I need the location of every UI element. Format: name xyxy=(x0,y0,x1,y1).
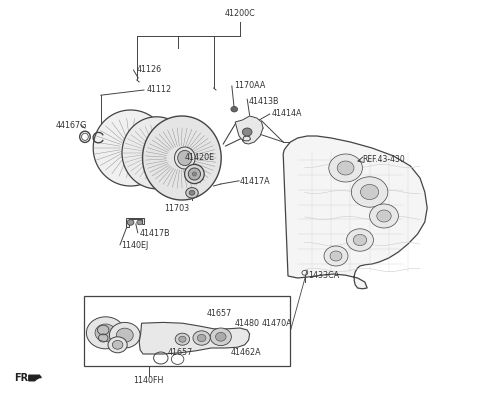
Polygon shape xyxy=(283,136,427,289)
Circle shape xyxy=(189,190,195,195)
Circle shape xyxy=(186,188,198,198)
Text: 41657: 41657 xyxy=(206,310,232,318)
Circle shape xyxy=(337,161,354,175)
Ellipse shape xyxy=(192,172,196,176)
Circle shape xyxy=(353,234,367,246)
Polygon shape xyxy=(139,322,250,354)
Circle shape xyxy=(116,328,133,342)
Circle shape xyxy=(86,317,125,349)
Text: 41413B: 41413B xyxy=(249,98,279,106)
Text: 1140FH: 1140FH xyxy=(133,376,164,385)
Circle shape xyxy=(137,220,143,225)
Polygon shape xyxy=(93,110,168,186)
Circle shape xyxy=(377,210,391,222)
Circle shape xyxy=(112,340,123,349)
Text: 1140EJ: 1140EJ xyxy=(121,242,148,250)
Text: 41417A: 41417A xyxy=(240,178,271,186)
Text: 41657: 41657 xyxy=(168,348,193,357)
Text: 41112: 41112 xyxy=(146,86,171,94)
Circle shape xyxy=(95,324,116,342)
Ellipse shape xyxy=(188,168,201,180)
Text: 41462A: 41462A xyxy=(230,348,261,357)
Circle shape xyxy=(330,251,342,261)
Circle shape xyxy=(351,177,388,207)
Ellipse shape xyxy=(178,150,192,166)
Circle shape xyxy=(179,336,186,342)
Text: 41480: 41480 xyxy=(234,320,259,328)
Ellipse shape xyxy=(132,146,137,150)
Circle shape xyxy=(197,334,206,342)
Circle shape xyxy=(210,328,231,346)
FancyBboxPatch shape xyxy=(84,296,290,366)
Ellipse shape xyxy=(155,148,164,158)
Circle shape xyxy=(127,220,134,225)
Circle shape xyxy=(175,333,190,345)
Circle shape xyxy=(108,337,127,353)
Polygon shape xyxy=(126,218,144,227)
Circle shape xyxy=(193,331,210,345)
Text: 41414A: 41414A xyxy=(271,110,302,118)
Circle shape xyxy=(329,154,362,182)
Text: FR.: FR. xyxy=(14,373,32,383)
Polygon shape xyxy=(235,116,263,144)
Circle shape xyxy=(242,128,252,136)
Circle shape xyxy=(360,184,379,200)
Circle shape xyxy=(347,229,373,251)
Text: 41470A: 41470A xyxy=(262,320,292,328)
Polygon shape xyxy=(29,375,41,381)
Circle shape xyxy=(109,322,140,348)
Text: 1170AA: 1170AA xyxy=(234,82,265,90)
Circle shape xyxy=(231,106,238,112)
Circle shape xyxy=(216,332,226,341)
Text: 41420E: 41420E xyxy=(185,154,215,162)
Text: 1433CA: 1433CA xyxy=(308,272,339,280)
Polygon shape xyxy=(122,117,191,189)
Text: 41126: 41126 xyxy=(137,66,162,74)
Ellipse shape xyxy=(185,164,204,184)
Polygon shape xyxy=(143,116,221,200)
Circle shape xyxy=(370,204,398,228)
Text: 41417B: 41417B xyxy=(139,230,170,238)
Text: 44167G: 44167G xyxy=(55,122,86,130)
Text: 41200C: 41200C xyxy=(225,9,255,18)
Text: 11703: 11703 xyxy=(164,204,189,213)
Text: REF.43-430: REF.43-430 xyxy=(362,156,405,164)
Circle shape xyxy=(324,246,348,266)
